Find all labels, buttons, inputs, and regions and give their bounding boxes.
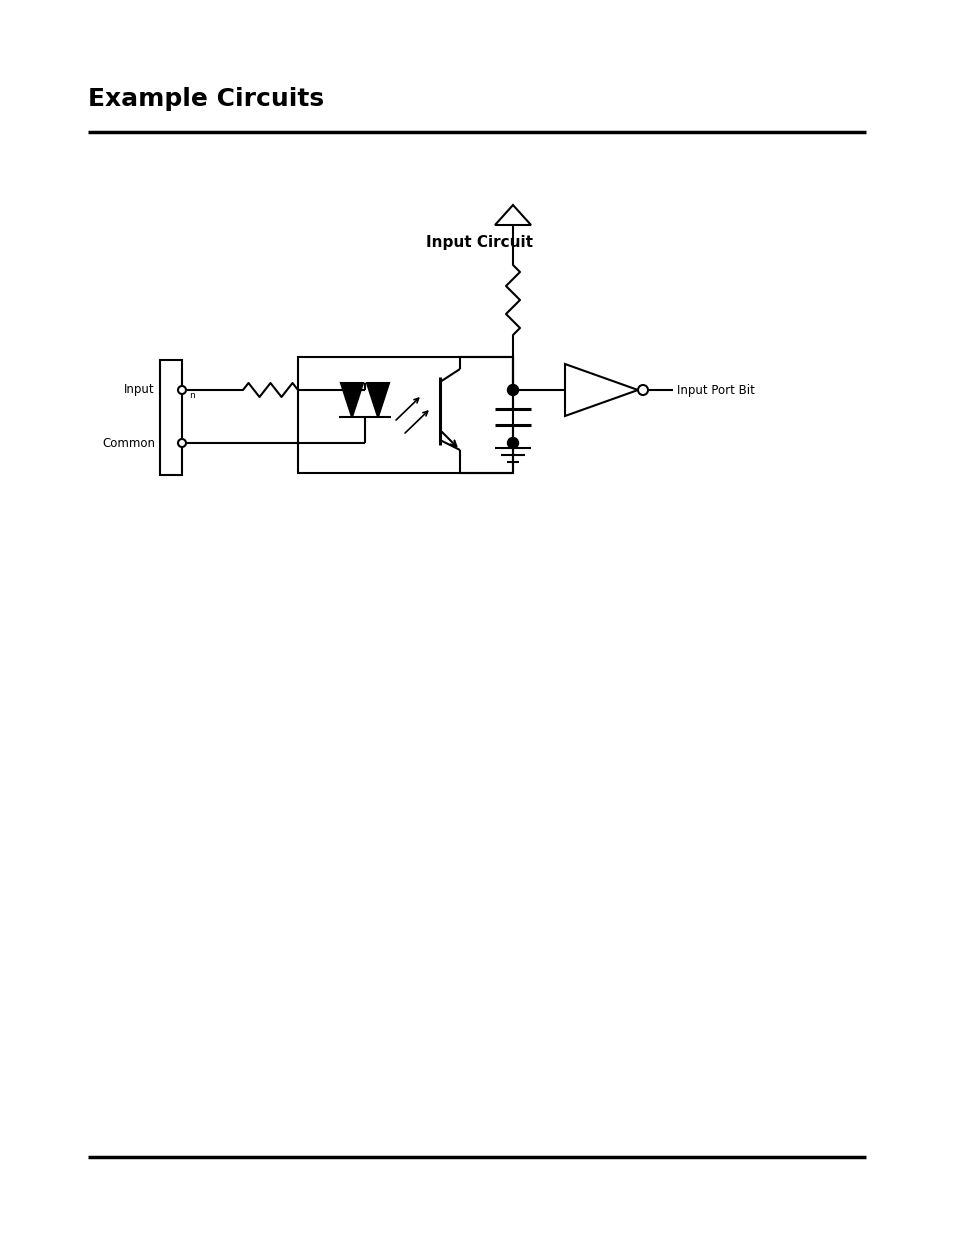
Circle shape: [178, 387, 186, 394]
Polygon shape: [367, 383, 389, 417]
Bar: [160, 359, 182, 475]
Text: Common: Common: [102, 436, 154, 450]
Text: Input: Input: [124, 383, 154, 395]
Bar: [297, 357, 513, 473]
Polygon shape: [564, 364, 638, 416]
Polygon shape: [495, 205, 531, 225]
Circle shape: [507, 384, 518, 395]
Text: Input Circuit: Input Circuit: [426, 235, 533, 249]
Circle shape: [178, 438, 186, 447]
Text: Input Port Bit: Input Port Bit: [677, 384, 754, 396]
Circle shape: [507, 437, 518, 448]
Polygon shape: [340, 383, 363, 417]
Circle shape: [638, 385, 647, 395]
Text: n: n: [189, 390, 194, 399]
Text: Example Circuits: Example Circuits: [88, 86, 324, 111]
